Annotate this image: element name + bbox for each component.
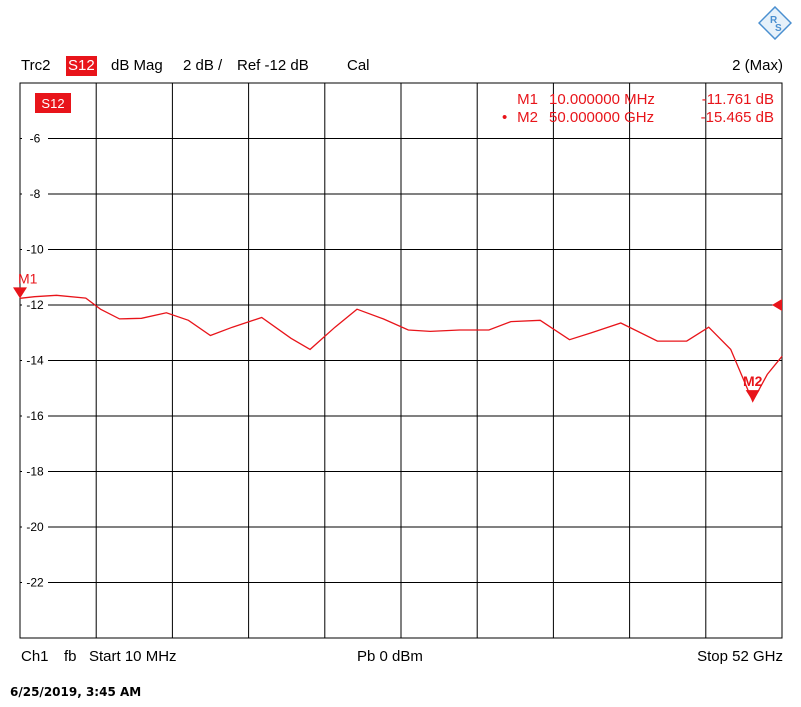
marker-triangle-icon[interactable]: [745, 390, 760, 402]
fb-label: fb: [64, 648, 77, 665]
y-tick-label-bg: [22, 241, 48, 257]
grid: [19, 82, 783, 639]
y-tick-label: -14: [26, 354, 44, 368]
marker-table: M1 10.000000 MHz -11.761 dB • M2 50.000000 GH…: [502, 91, 774, 126]
y-tick-label-bg: [22, 352, 48, 368]
y-tick-label: -20: [26, 520, 44, 534]
y-tick-label: -6: [30, 132, 41, 146]
y-tick-label: -8: [30, 187, 41, 201]
y-tick-label: -12: [26, 298, 44, 312]
y-tick-label-bg: [22, 186, 48, 201]
start-frequency[interactable]: Start 10 MHz: [89, 648, 177, 665]
format-label[interactable]: dB Mag: [111, 57, 163, 74]
s12-trace-line[interactable]: [19, 294, 783, 403]
marker-flag-label: M2: [743, 373, 763, 389]
trace-header: Trc2 S12 dB Mag 2 dB / Ref -12 dB Cal 2 …: [21, 56, 783, 76]
channel-label[interactable]: Ch1: [21, 648, 49, 665]
port-power[interactable]: Pb 0 dBm: [357, 648, 423, 665]
rohde-schwarz-logo-icon: R S: [758, 6, 792, 40]
reference-level-arrow[interactable]: [772, 299, 782, 311]
marker-triangle-icon[interactable]: [13, 287, 27, 299]
marker-label: M2: [517, 109, 538, 126]
y-tick-label: -10: [26, 243, 44, 257]
channel-footer: Ch1 fb Start 10 MHz Pb 0 dBm Stop 52 GHz: [21, 647, 783, 667]
y-tick-labels: -6 -8 -10 -12 -14 -16 -18 -20 -22: [22, 130, 48, 590]
marker-frequency: 10.000000 MHz: [549, 91, 655, 108]
y-tick-label-bg: [22, 574, 48, 590]
markers[interactable]: M1 M2: [13, 270, 763, 402]
y-tick-label-bg: [22, 408, 48, 423]
svg-text:S: S: [775, 23, 782, 34]
marker-flag-label: M1: [18, 270, 38, 286]
trace-label-text: S12: [41, 96, 64, 111]
timestamp: 6/25/2019, 3:45 AM: [10, 685, 142, 699]
marker-active-dot: •: [502, 109, 507, 126]
y-tick-label-bg: [22, 297, 48, 312]
window-label[interactable]: 2 (Max): [732, 57, 783, 74]
scale-label[interactable]: 2 dB /: [183, 57, 223, 74]
y-tick-label-bg: [22, 463, 48, 479]
y-tick-label-bg: [22, 519, 48, 534]
trace-name[interactable]: Trc2: [21, 57, 51, 74]
marker-frequency: 50.000000 GHz: [549, 109, 654, 126]
marker-value: -11.761 dB: [702, 91, 774, 108]
y-tick-label: -16: [26, 409, 44, 423]
stop-frequency[interactable]: Stop 52 GHz: [697, 648, 783, 665]
y-tick-label-bg: [22, 130, 48, 146]
cal-status[interactable]: Cal: [347, 57, 370, 74]
y-tick-label: -22: [26, 576, 44, 590]
marker-label: M1: [517, 91, 538, 108]
trace-label-badge: [35, 93, 71, 113]
marker-value: -15.465 dB: [701, 109, 774, 126]
y-tick-label: -18: [26, 465, 44, 479]
s-parameter-badge[interactable]: S12: [66, 56, 97, 76]
svg-text:R: R: [770, 15, 778, 26]
ref-level-label[interactable]: Ref -12 dB: [237, 57, 309, 74]
